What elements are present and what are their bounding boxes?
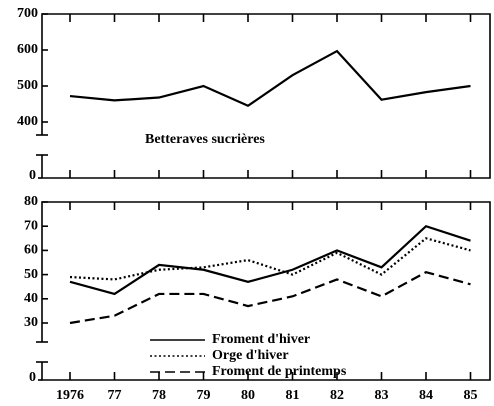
y-tick-label: 80	[24, 194, 38, 209]
y-tick-label: 0	[29, 370, 36, 385]
legend-label: Froment de printemps	[212, 364, 347, 379]
y-tick-label: 600	[17, 42, 38, 57]
x-tick-label: 83	[375, 388, 389, 403]
y-tick-label: 400	[17, 114, 38, 129]
x-tick-label: 82	[330, 388, 344, 403]
legend-label: Froment d'hiver	[212, 332, 310, 347]
x-tick-label: 85	[464, 388, 478, 403]
x-tick-label: 1976	[56, 388, 84, 403]
y-tick-label: 30	[24, 315, 38, 330]
annotation: Betteraves sucrières	[145, 132, 265, 147]
x-tick-label: 80	[241, 388, 255, 403]
y-tick-label: 40	[24, 291, 38, 306]
y-tick-label: 0	[29, 168, 36, 183]
line-series	[69, 224, 471, 296]
x-tick-label: 77	[108, 388, 122, 403]
frame	[41, 13, 491, 179]
y-tick-label: 60	[24, 243, 38, 258]
line-series	[69, 237, 471, 281]
y-tick-label: 70	[24, 218, 38, 233]
x-tick-label: 78	[152, 388, 166, 403]
y-tick-label: 700	[17, 6, 38, 21]
y-tick-label: 50	[24, 267, 38, 282]
legend-label: Orge d'hiver	[212, 348, 289, 363]
line-series	[69, 49, 471, 108]
frame	[41, 201, 491, 381]
x-tick-label: 81	[286, 388, 300, 403]
line-series	[69, 271, 471, 325]
x-tick-label: 79	[197, 388, 211, 403]
x-tick-label: 84	[419, 388, 433, 403]
y-tick-label: 500	[17, 78, 38, 93]
